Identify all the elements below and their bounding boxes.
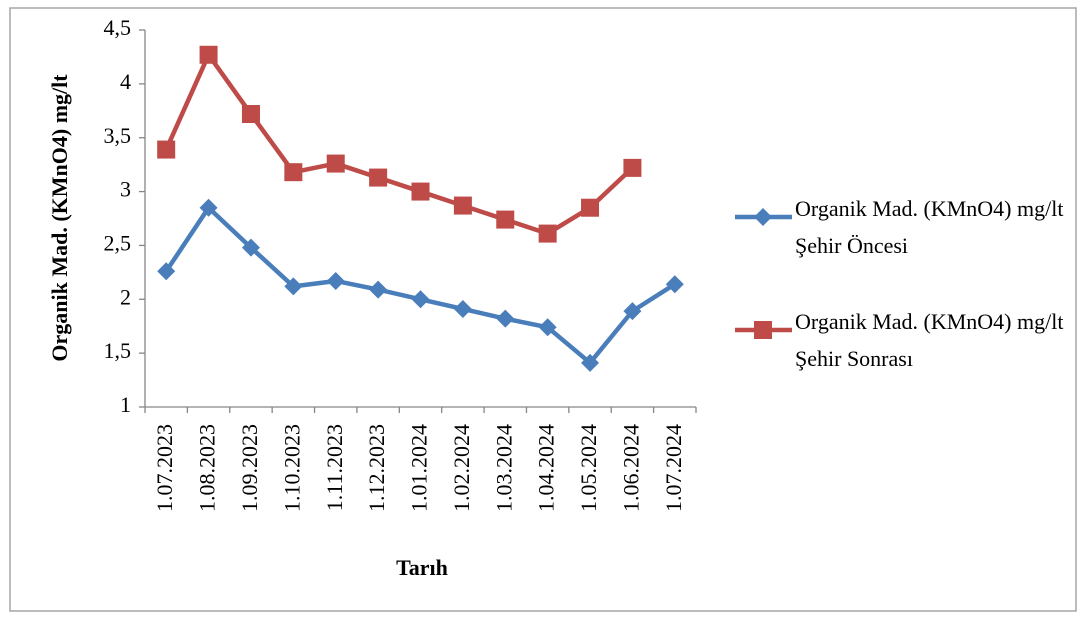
x-tick-label: 1.12.2023 bbox=[364, 424, 389, 512]
y-tick-label: 4,5 bbox=[104, 15, 132, 40]
x-tick-label: 1.04.2024 bbox=[534, 424, 559, 512]
data-point bbox=[284, 163, 303, 182]
y-tick-label: 3,5 bbox=[104, 123, 132, 148]
x-tick-label: 1.09.2023 bbox=[237, 424, 262, 512]
data-point bbox=[241, 105, 260, 124]
x-tick-label: 1.05.2024 bbox=[576, 424, 601, 512]
y-tick-label: 4 bbox=[120, 69, 131, 94]
data-point bbox=[496, 210, 515, 229]
y-tick-label: 3 bbox=[120, 177, 131, 202]
data-point bbox=[326, 154, 345, 173]
y-tick-label: 2,5 bbox=[104, 230, 132, 255]
x-tick-label: 1.01.2024 bbox=[407, 424, 432, 512]
data-point bbox=[411, 182, 430, 201]
x-tick-label: 1.02.2024 bbox=[449, 424, 474, 512]
data-point bbox=[157, 262, 176, 281]
x-tick-label: 1.07.2023 bbox=[152, 424, 177, 512]
data-point bbox=[284, 277, 303, 296]
data-point bbox=[157, 140, 176, 159]
legend-label: Organik Mad. (KMnO4) mg/lt Şehir Sonrası bbox=[795, 309, 1064, 371]
data-point bbox=[496, 309, 515, 328]
x-tick-label: 1.07.2024 bbox=[661, 424, 686, 512]
x-tick-label: 1.11.2023 bbox=[322, 424, 347, 511]
x-tick-label: 1.10.2023 bbox=[279, 424, 304, 512]
data-point bbox=[453, 299, 472, 318]
x-tick-label: 1.03.2024 bbox=[491, 424, 516, 512]
data-point bbox=[665, 275, 684, 294]
data-point bbox=[453, 196, 472, 215]
data-point bbox=[538, 224, 557, 243]
data-point bbox=[538, 318, 557, 337]
y-tick-label: 1 bbox=[120, 392, 131, 417]
data-point bbox=[369, 280, 388, 299]
data-point bbox=[326, 271, 345, 290]
y-tick-label: 1,5 bbox=[104, 338, 132, 363]
y-tick-label: 2 bbox=[120, 284, 131, 309]
chart-frame bbox=[9, 7, 1077, 612]
x-tick-label: 1.08.2023 bbox=[195, 424, 220, 512]
data-point bbox=[199, 45, 218, 64]
data-point bbox=[411, 290, 430, 309]
data-point bbox=[623, 302, 642, 321]
x-axis-title: Tarıh bbox=[396, 555, 448, 580]
legend-label: Organik Mad. (KMnO4) mg/lt Şehir Öncesi bbox=[795, 196, 1064, 258]
data-point bbox=[241, 238, 260, 257]
y-axis-title: Organik Mad. (KMnO4) mg/lt bbox=[47, 74, 72, 362]
data-point bbox=[199, 198, 218, 217]
data-point bbox=[369, 168, 388, 187]
data-point bbox=[581, 353, 600, 372]
legend-marker bbox=[754, 321, 772, 339]
legend-marker bbox=[754, 208, 772, 226]
data-point bbox=[581, 198, 600, 217]
data-point bbox=[623, 158, 642, 177]
x-tick-label: 1.06.2024 bbox=[618, 424, 643, 512]
